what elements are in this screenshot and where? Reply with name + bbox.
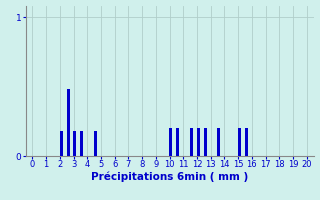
X-axis label: Précipitations 6min ( mm ): Précipitations 6min ( mm ) xyxy=(91,172,248,182)
Bar xyxy=(218,128,220,156)
Bar xyxy=(245,128,248,156)
Bar xyxy=(67,89,70,156)
Bar xyxy=(80,131,83,156)
Bar xyxy=(60,131,63,156)
Bar xyxy=(238,128,241,156)
Bar xyxy=(170,128,172,156)
Bar xyxy=(176,128,179,156)
Bar xyxy=(197,128,200,156)
Bar xyxy=(204,128,207,156)
Bar xyxy=(94,131,97,156)
Bar xyxy=(74,131,76,156)
Bar xyxy=(190,128,193,156)
